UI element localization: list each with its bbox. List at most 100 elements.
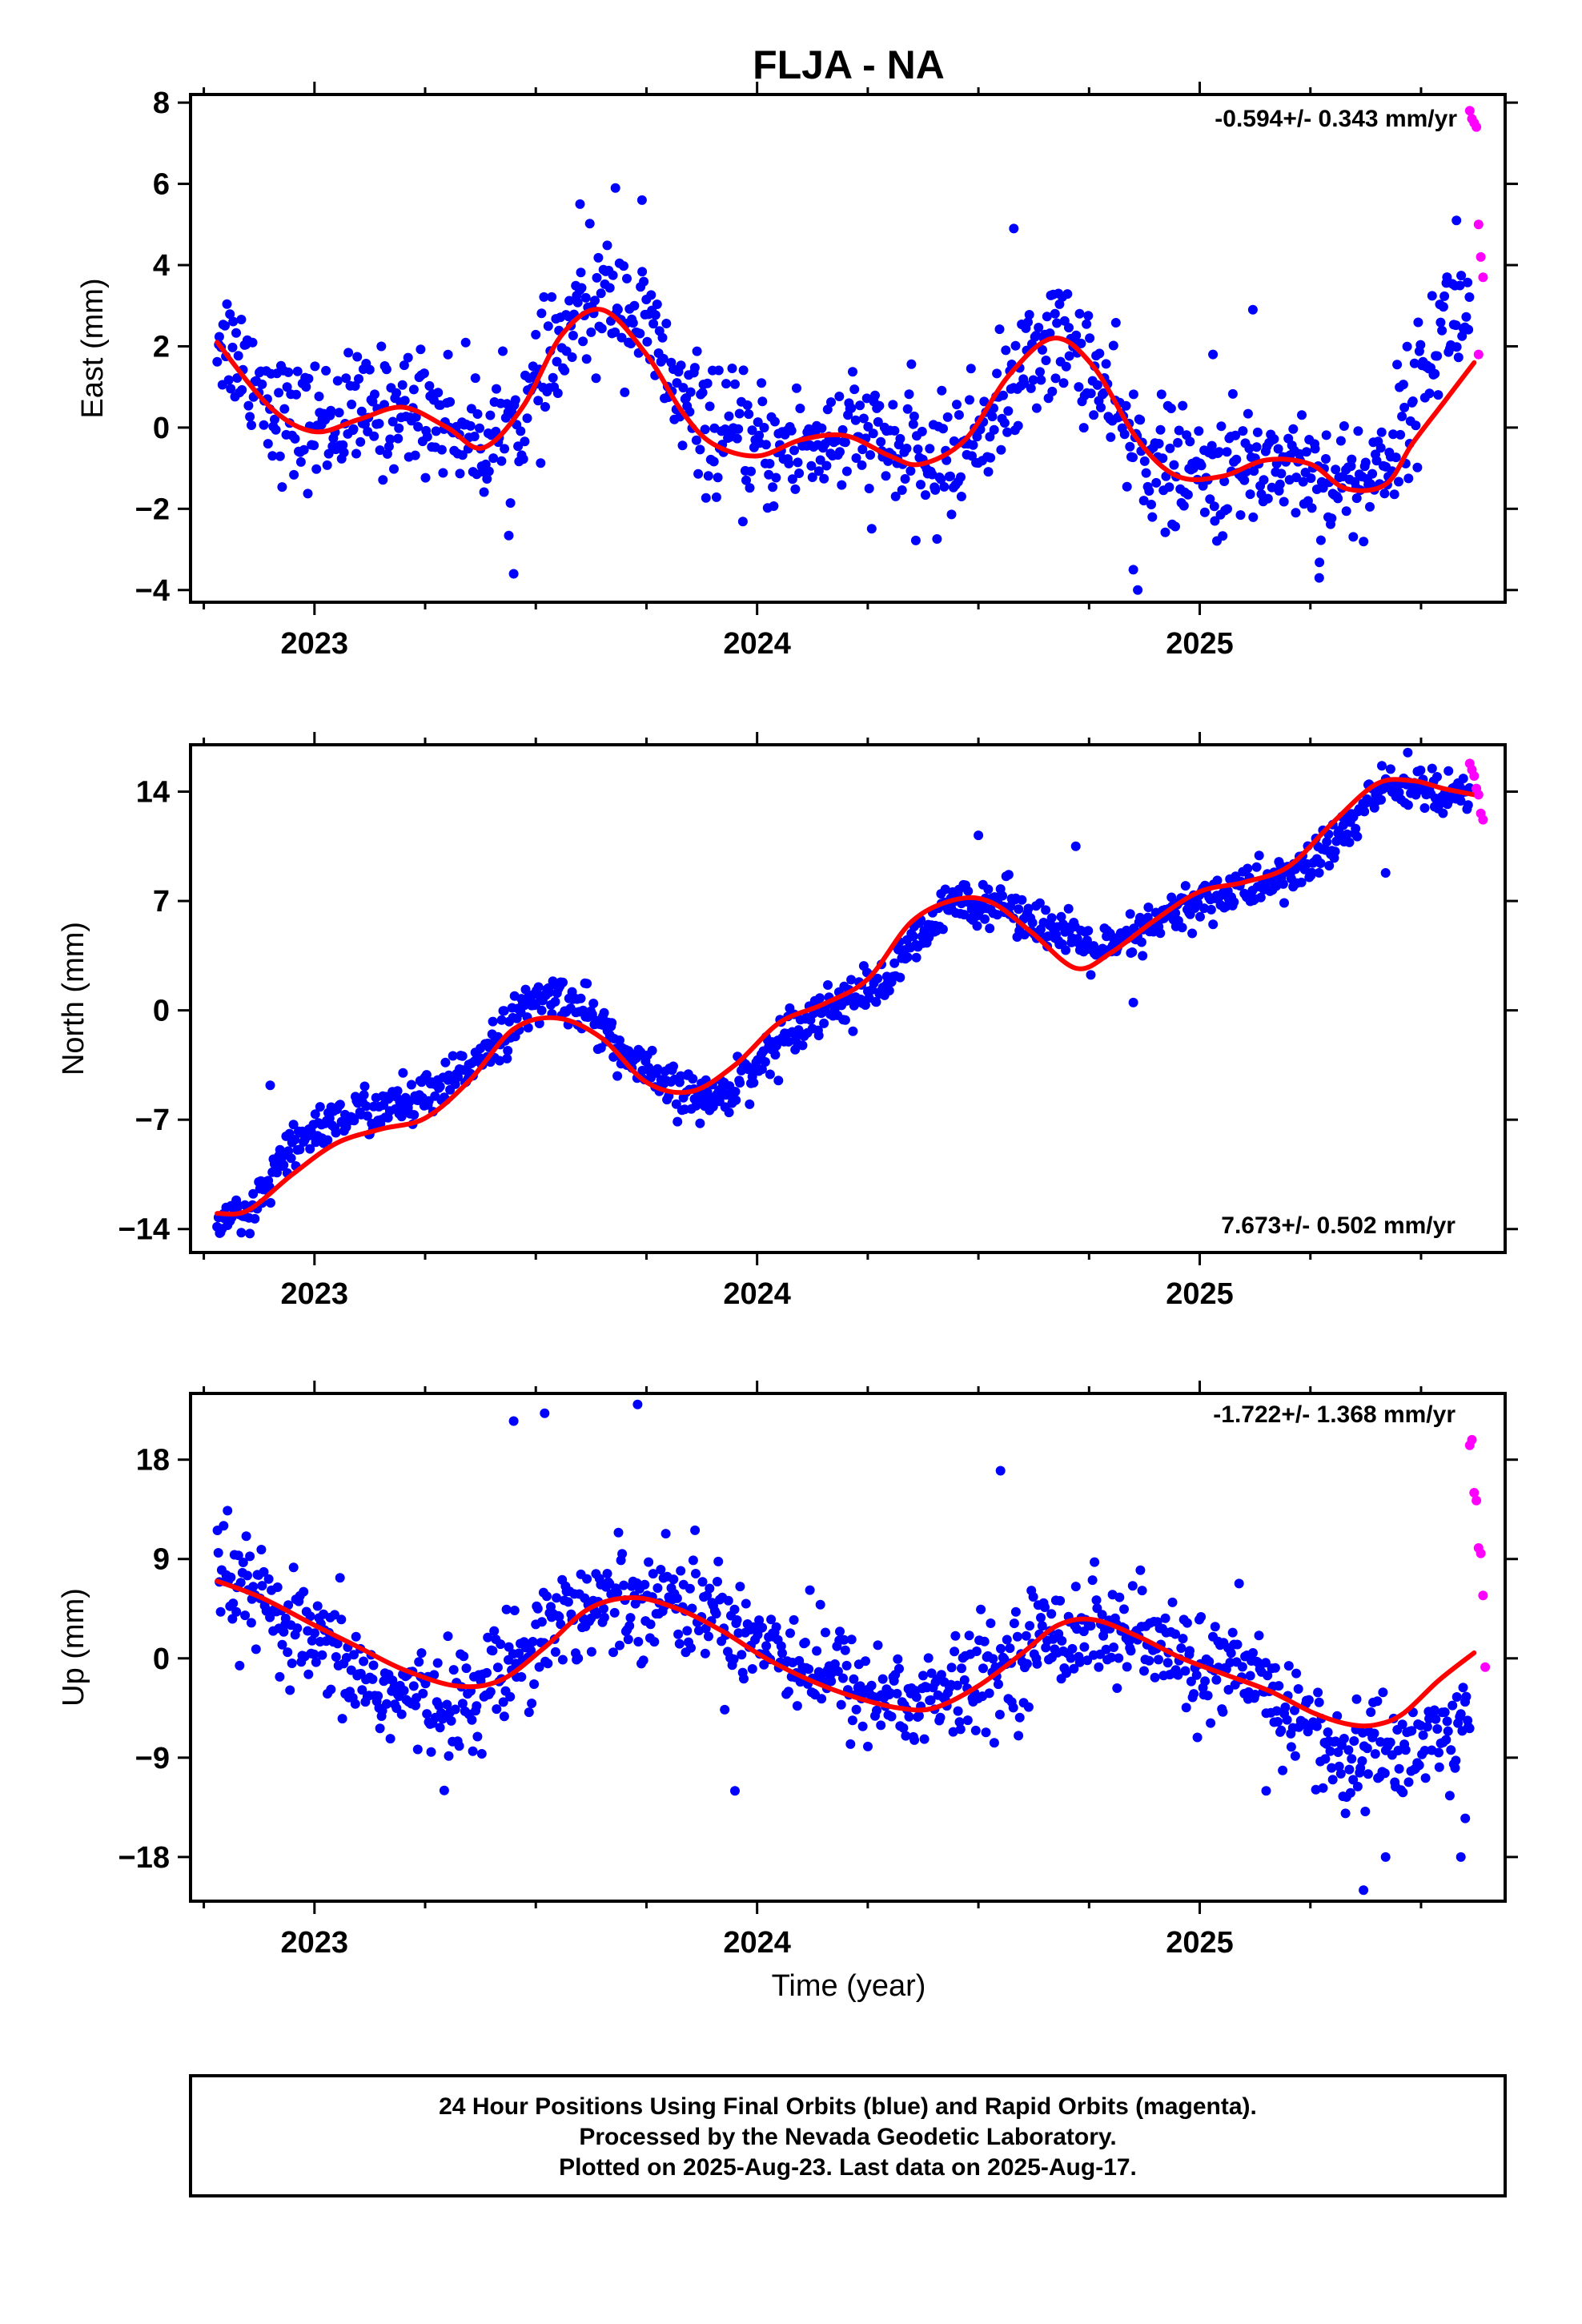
up-final-point: [492, 1663, 503, 1673]
east-final-point: [604, 283, 615, 293]
east-final-point: [381, 364, 391, 375]
east-final-point: [1210, 516, 1220, 526]
east-final-point: [906, 359, 917, 369]
east-final-point: [1170, 521, 1180, 532]
up-final-point: [504, 1642, 514, 1652]
east-final-point: [513, 441, 524, 452]
up-final-point: [676, 1566, 686, 1576]
up-final-point: [305, 1611, 315, 1622]
east-final-point: [921, 490, 930, 501]
footer-line-2: Processed by the Nevada Geodetic Laborat…: [579, 2124, 1116, 2150]
up-final-point: [246, 1618, 256, 1628]
east-final-point: [1121, 400, 1131, 411]
east-final-point: [1036, 375, 1046, 385]
east-final-point: [1144, 486, 1154, 496]
up-final-point: [1101, 1644, 1111, 1655]
north-final-point: [615, 1035, 624, 1045]
up-final-point: [1431, 1714, 1441, 1724]
up-final-point: [1339, 1734, 1349, 1743]
east-xtick-label: 2023: [281, 627, 349, 661]
east-final-point: [1267, 482, 1277, 493]
north-final-point: [266, 1198, 275, 1208]
up-final-point: [1254, 1630, 1264, 1641]
east-final-point: [737, 517, 748, 527]
east-final-point: [1269, 434, 1279, 444]
east-final-point: [1273, 444, 1283, 454]
up-final-point: [1452, 1692, 1462, 1702]
east-final-point: [987, 412, 998, 422]
east-final-point: [225, 309, 235, 320]
east-final-point: [1001, 345, 1011, 356]
north-final-point: [349, 1116, 359, 1126]
east-final-point: [233, 351, 243, 361]
east-final-point: [356, 406, 367, 416]
east-final-point: [375, 445, 385, 456]
up-final-point: [1008, 1703, 1018, 1713]
up-final-point: [847, 1715, 857, 1726]
up-final-point: [498, 1697, 508, 1707]
up-final-point: [1082, 1655, 1093, 1666]
east-final-point: [858, 413, 869, 424]
east-final-point: [290, 433, 300, 444]
north-final-point: [1352, 831, 1363, 842]
east-final-point: [870, 390, 880, 400]
up-final-point: [1434, 1762, 1444, 1772]
up-final-point: [582, 1574, 592, 1584]
east-final-point: [1437, 325, 1447, 336]
east-final-point: [1457, 331, 1468, 341]
east-final-point: [475, 423, 484, 433]
up-final-point: [1394, 1763, 1404, 1774]
up-final-point: [821, 1627, 830, 1638]
up-final-point: [1186, 1676, 1196, 1687]
up-final-point: [1442, 1716, 1452, 1727]
up-final-point: [233, 1550, 243, 1561]
up-final-point: [1290, 1705, 1299, 1715]
east-final-point: [1235, 510, 1246, 521]
up-final-point: [777, 1648, 787, 1659]
north-rapid-point: [1469, 771, 1480, 781]
north-xtick-label: 2023: [281, 1277, 349, 1311]
up-final-point: [904, 1711, 914, 1722]
up-final-point: [1040, 1602, 1050, 1612]
up-final-point: [542, 1591, 552, 1602]
east-final-point: [1002, 427, 1013, 437]
east-final-point: [938, 424, 948, 434]
north-final-point: [1199, 903, 1209, 914]
up-final-point: [1021, 1630, 1031, 1641]
north-final-point: [998, 891, 1007, 901]
up-final-point: [1434, 1747, 1443, 1758]
up-final-point: [1036, 1613, 1046, 1622]
up-final-point: [1393, 1745, 1403, 1755]
east-final-point: [385, 434, 396, 444]
east-final-point: [1461, 312, 1472, 322]
up-final-point: [1091, 1595, 1102, 1606]
up-final-point: [612, 1587, 623, 1598]
north-final-point: [974, 830, 984, 841]
east-final-point: [1335, 436, 1346, 446]
up-final-point: [1139, 1666, 1149, 1676]
east-final-point: [1010, 340, 1021, 351]
east-final-point: [504, 530, 514, 541]
east-final-point: [1301, 447, 1311, 457]
east-final-point: [1023, 317, 1033, 328]
east-ytick-label: 2: [153, 330, 170, 364]
up-final-point: [1023, 1702, 1034, 1712]
up-final-point: [876, 1720, 886, 1731]
up-final-point: [861, 1656, 870, 1667]
up-final-point: [617, 1549, 628, 1559]
east-final-point: [1169, 460, 1179, 470]
north-final-point: [1063, 903, 1074, 914]
north-xtick-label: 2025: [1166, 1277, 1234, 1311]
east-final-point: [1064, 351, 1074, 361]
up-final-point: [935, 1712, 946, 1723]
up-final-point: [439, 1785, 449, 1795]
north-final-point: [1070, 841, 1081, 851]
east-final-point: [591, 373, 601, 384]
east-final-point: [732, 433, 742, 444]
east-final-point: [433, 388, 444, 398]
east-final-point: [1061, 361, 1071, 372]
east-final-point: [1394, 476, 1403, 487]
north-final-point: [1046, 913, 1057, 923]
east-final-point: [1158, 453, 1168, 464]
east-final-point: [1399, 402, 1410, 412]
